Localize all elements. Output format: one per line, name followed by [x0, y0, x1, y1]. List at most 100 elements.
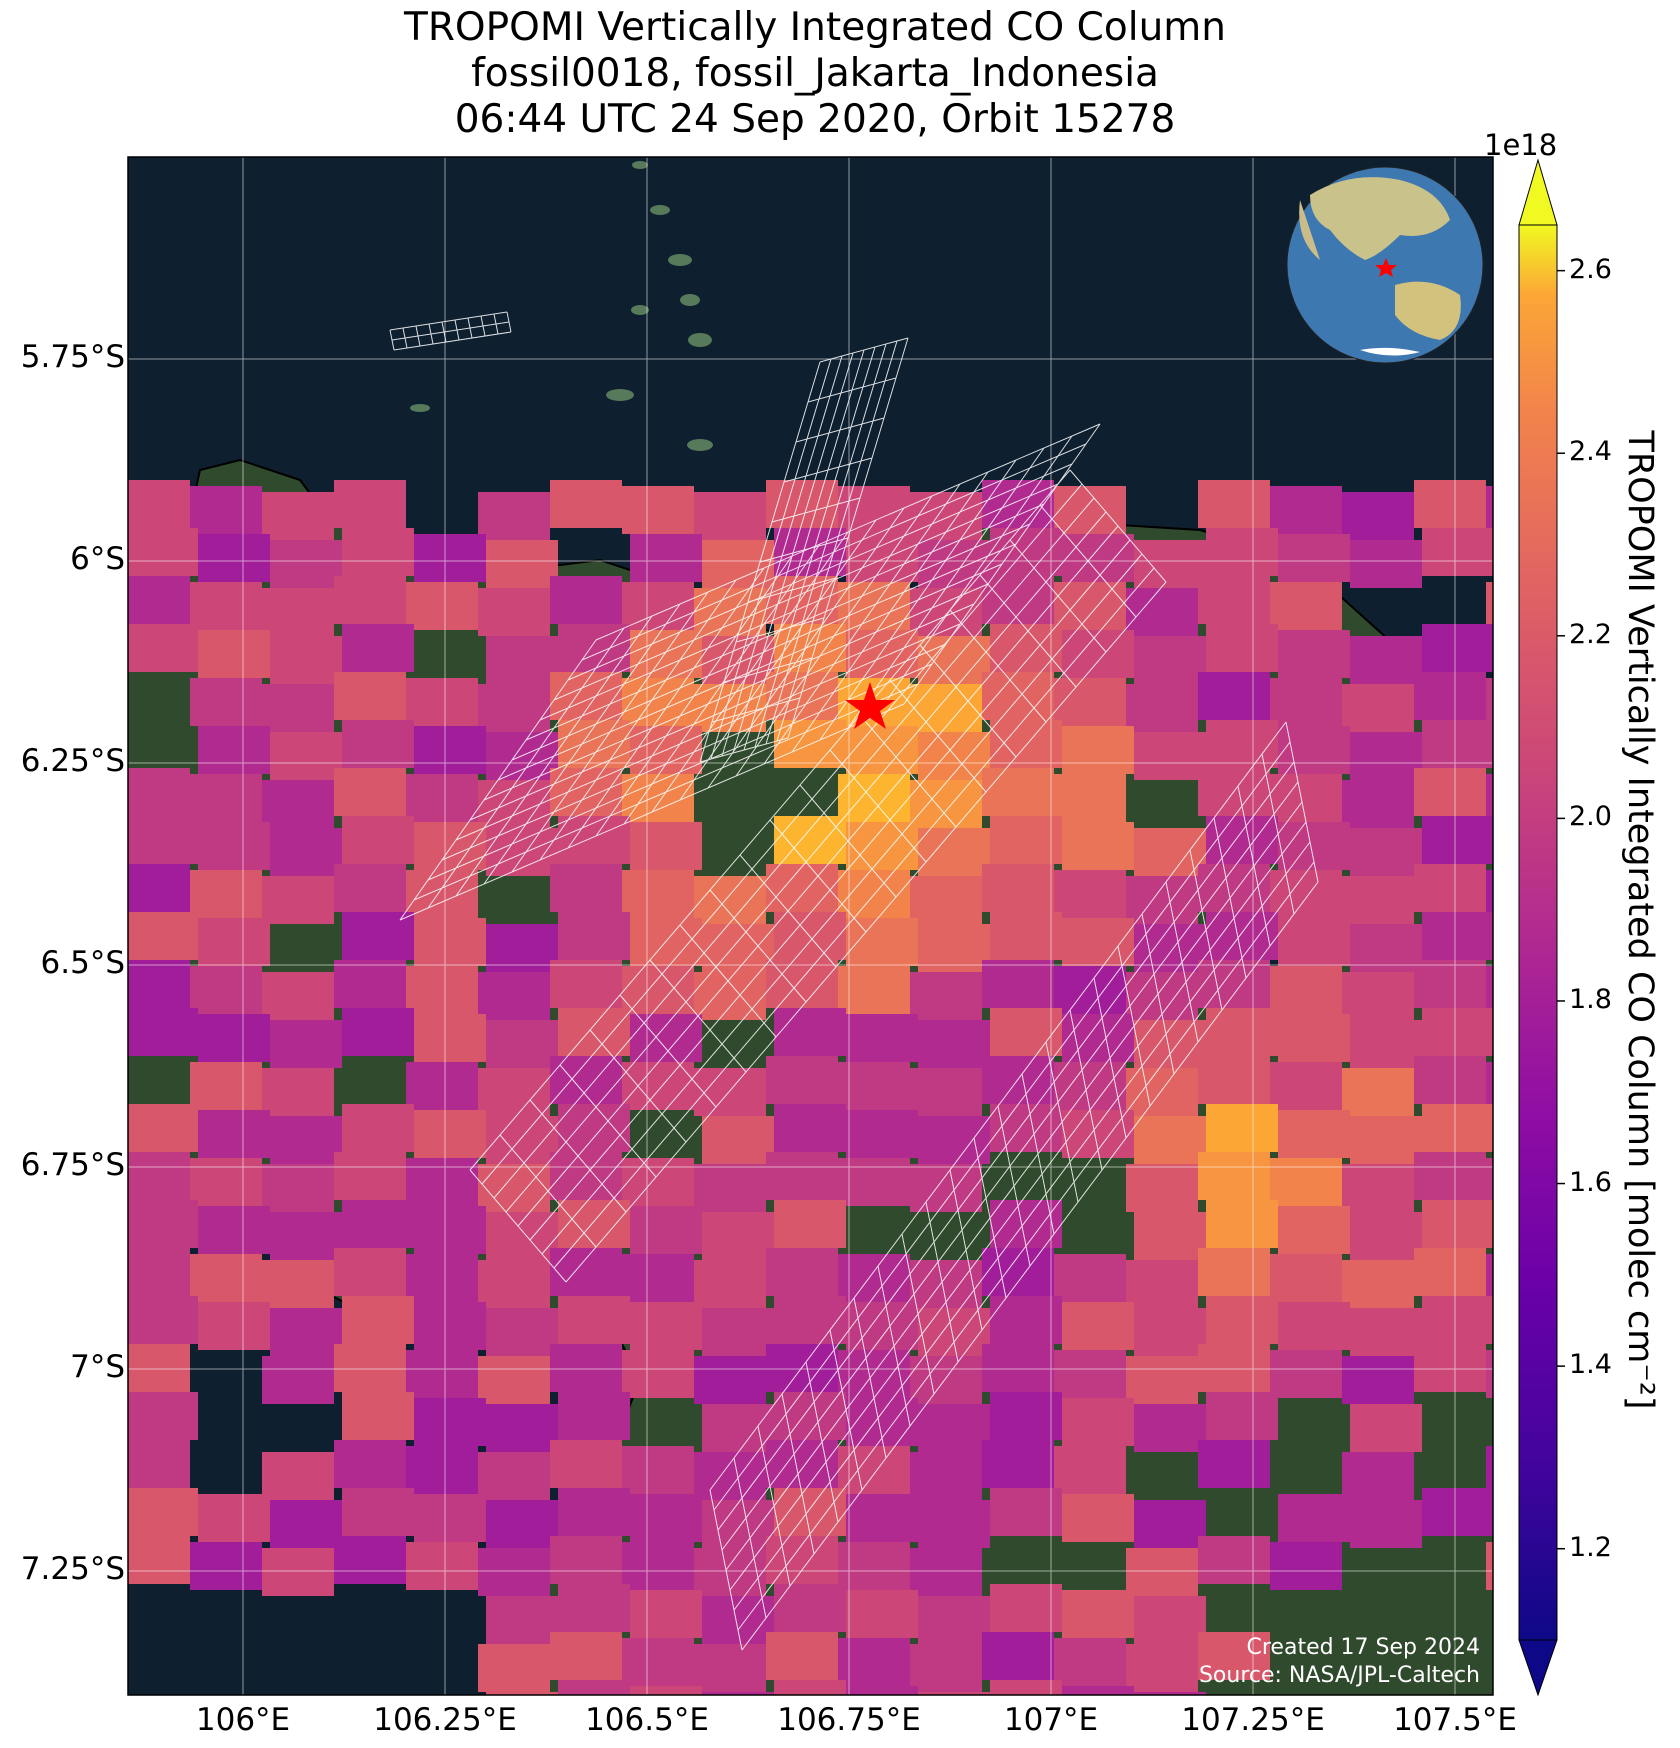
- co-pixel: [766, 1056, 838, 1104]
- co-pixel: [1278, 630, 1350, 678]
- co-pixel: [190, 678, 262, 726]
- co-pixel: [550, 1344, 622, 1392]
- co-pixel: [1270, 1350, 1342, 1398]
- co-pixel: [694, 684, 766, 732]
- co-pixel: [918, 1500, 990, 1548]
- co-pixel: [1206, 1104, 1278, 1152]
- co-pixel: [478, 1164, 550, 1212]
- co-pixel: [1134, 1404, 1206, 1452]
- lat-tick-label: 7.25°S: [20, 1551, 125, 1587]
- co-pixel: [550, 1536, 622, 1584]
- co-pixel: [990, 1488, 1062, 1536]
- lat-tick-label: 5.75°S: [20, 339, 125, 375]
- co-pixel: [918, 1404, 990, 1452]
- co-pixel: [198, 534, 270, 582]
- co-pixel: [1350, 732, 1422, 780]
- co-pixel: [478, 1548, 550, 1596]
- co-pixel: [918, 1692, 990, 1695]
- co-pixel: [262, 876, 334, 924]
- co-pixel: [766, 864, 838, 912]
- footprint-mesh: [399, 423, 1101, 921]
- co-pixel: [838, 1062, 910, 1110]
- co-pixel: [910, 972, 982, 1020]
- co-pixel: [1270, 1254, 1342, 1302]
- co-pixel: [1062, 1494, 1134, 1542]
- co-pixel: [190, 1254, 262, 1302]
- co-pixel: [128, 1536, 190, 1584]
- co-pixel: [414, 1110, 486, 1158]
- co-pixel: [910, 1356, 982, 1404]
- co-pixel: [270, 1212, 342, 1260]
- co-pixel: [558, 1584, 630, 1632]
- co-pixel: [128, 1008, 198, 1056]
- co-pixel: [550, 480, 622, 528]
- co-pixel: [334, 672, 406, 720]
- co-pixel: [702, 1308, 774, 1356]
- co-pixel: [1422, 912, 1493, 960]
- co-pixel: [550, 1632, 622, 1680]
- co-pixel: [1206, 720, 1278, 768]
- lat-tick-label: 6.25°S: [20, 743, 125, 779]
- co-pixel: [990, 816, 1062, 864]
- co-pixel: [486, 924, 558, 972]
- co-pixel: [558, 1392, 630, 1440]
- co-pixel: [342, 1104, 414, 1152]
- co-pixel: [406, 774, 478, 822]
- co-pixel: [1062, 1398, 1134, 1446]
- footprint-mesh: [709, 721, 1319, 1651]
- co-pixel: [1486, 774, 1493, 822]
- co-pixel: [128, 1104, 198, 1152]
- co-pixel: [1134, 732, 1206, 780]
- colorbar-title: TROPOMI Vertically Integrated CO Column …: [1620, 430, 1660, 1410]
- co-pixel: [1126, 876, 1198, 924]
- lat-tick-label: 7°S: [70, 1349, 125, 1385]
- co-pixel: [342, 816, 414, 864]
- co-pixel: [1270, 1158, 1342, 1206]
- co-pixel: [414, 1398, 486, 1446]
- co-pixel: [622, 1062, 694, 1110]
- co-pixel: [478, 1356, 550, 1404]
- co-pixel: [1342, 492, 1414, 540]
- co-pixel: [334, 864, 406, 912]
- co-pixel: [478, 1644, 550, 1692]
- co-pixel: [198, 1494, 270, 1542]
- co-pixel: [766, 1248, 838, 1296]
- co-pixel: [622, 1638, 694, 1686]
- globe-locator-inset: [1286, 166, 1484, 364]
- lon-tick-label: 107°E: [1003, 1702, 1099, 1738]
- co-pixel: [1062, 1302, 1134, 1350]
- co-pixel: [982, 960, 1054, 1008]
- colorbar-extend-max: [1518, 158, 1558, 226]
- lon-tick-label: 106.75°E: [777, 1702, 921, 1738]
- lat-tick-label: 6°S: [70, 541, 125, 577]
- credit-source: Source: NASA/JPL-Caltech: [1198, 1663, 1480, 1688]
- co-pixel: [270, 1020, 342, 1068]
- co-pixel: [486, 636, 558, 684]
- co-pixel: [1350, 1500, 1422, 1548]
- co-pixel: [558, 720, 630, 768]
- co-pixel: [982, 1344, 1054, 1392]
- co-pixel: [406, 966, 478, 1014]
- co-pixel: [1422, 1488, 1493, 1536]
- co-pixel: [1198, 1248, 1270, 1296]
- co-pixel: [406, 1542, 478, 1590]
- co-pixel: [1486, 1350, 1493, 1398]
- co-pixel: [774, 1488, 846, 1536]
- co-pixel: [128, 912, 198, 960]
- co-pixel: [766, 1440, 838, 1488]
- co-pixel: [1270, 582, 1342, 630]
- co-pixel: [918, 1020, 990, 1068]
- co-pixel: [550, 864, 622, 912]
- co-pixel: [910, 1548, 982, 1596]
- co-pixel: [128, 864, 190, 912]
- co-pixel: [1486, 1542, 1493, 1590]
- co-pixel: [1342, 780, 1414, 828]
- co-pixel: [198, 726, 270, 774]
- co-pixel: [262, 684, 334, 732]
- co-pixel: [910, 780, 982, 828]
- co-pixel: [622, 582, 694, 630]
- co-pixel: [630, 1206, 702, 1254]
- co-pixel: [262, 1164, 334, 1212]
- co-pixel: [1278, 1206, 1350, 1254]
- co-pixel: [990, 1392, 1062, 1440]
